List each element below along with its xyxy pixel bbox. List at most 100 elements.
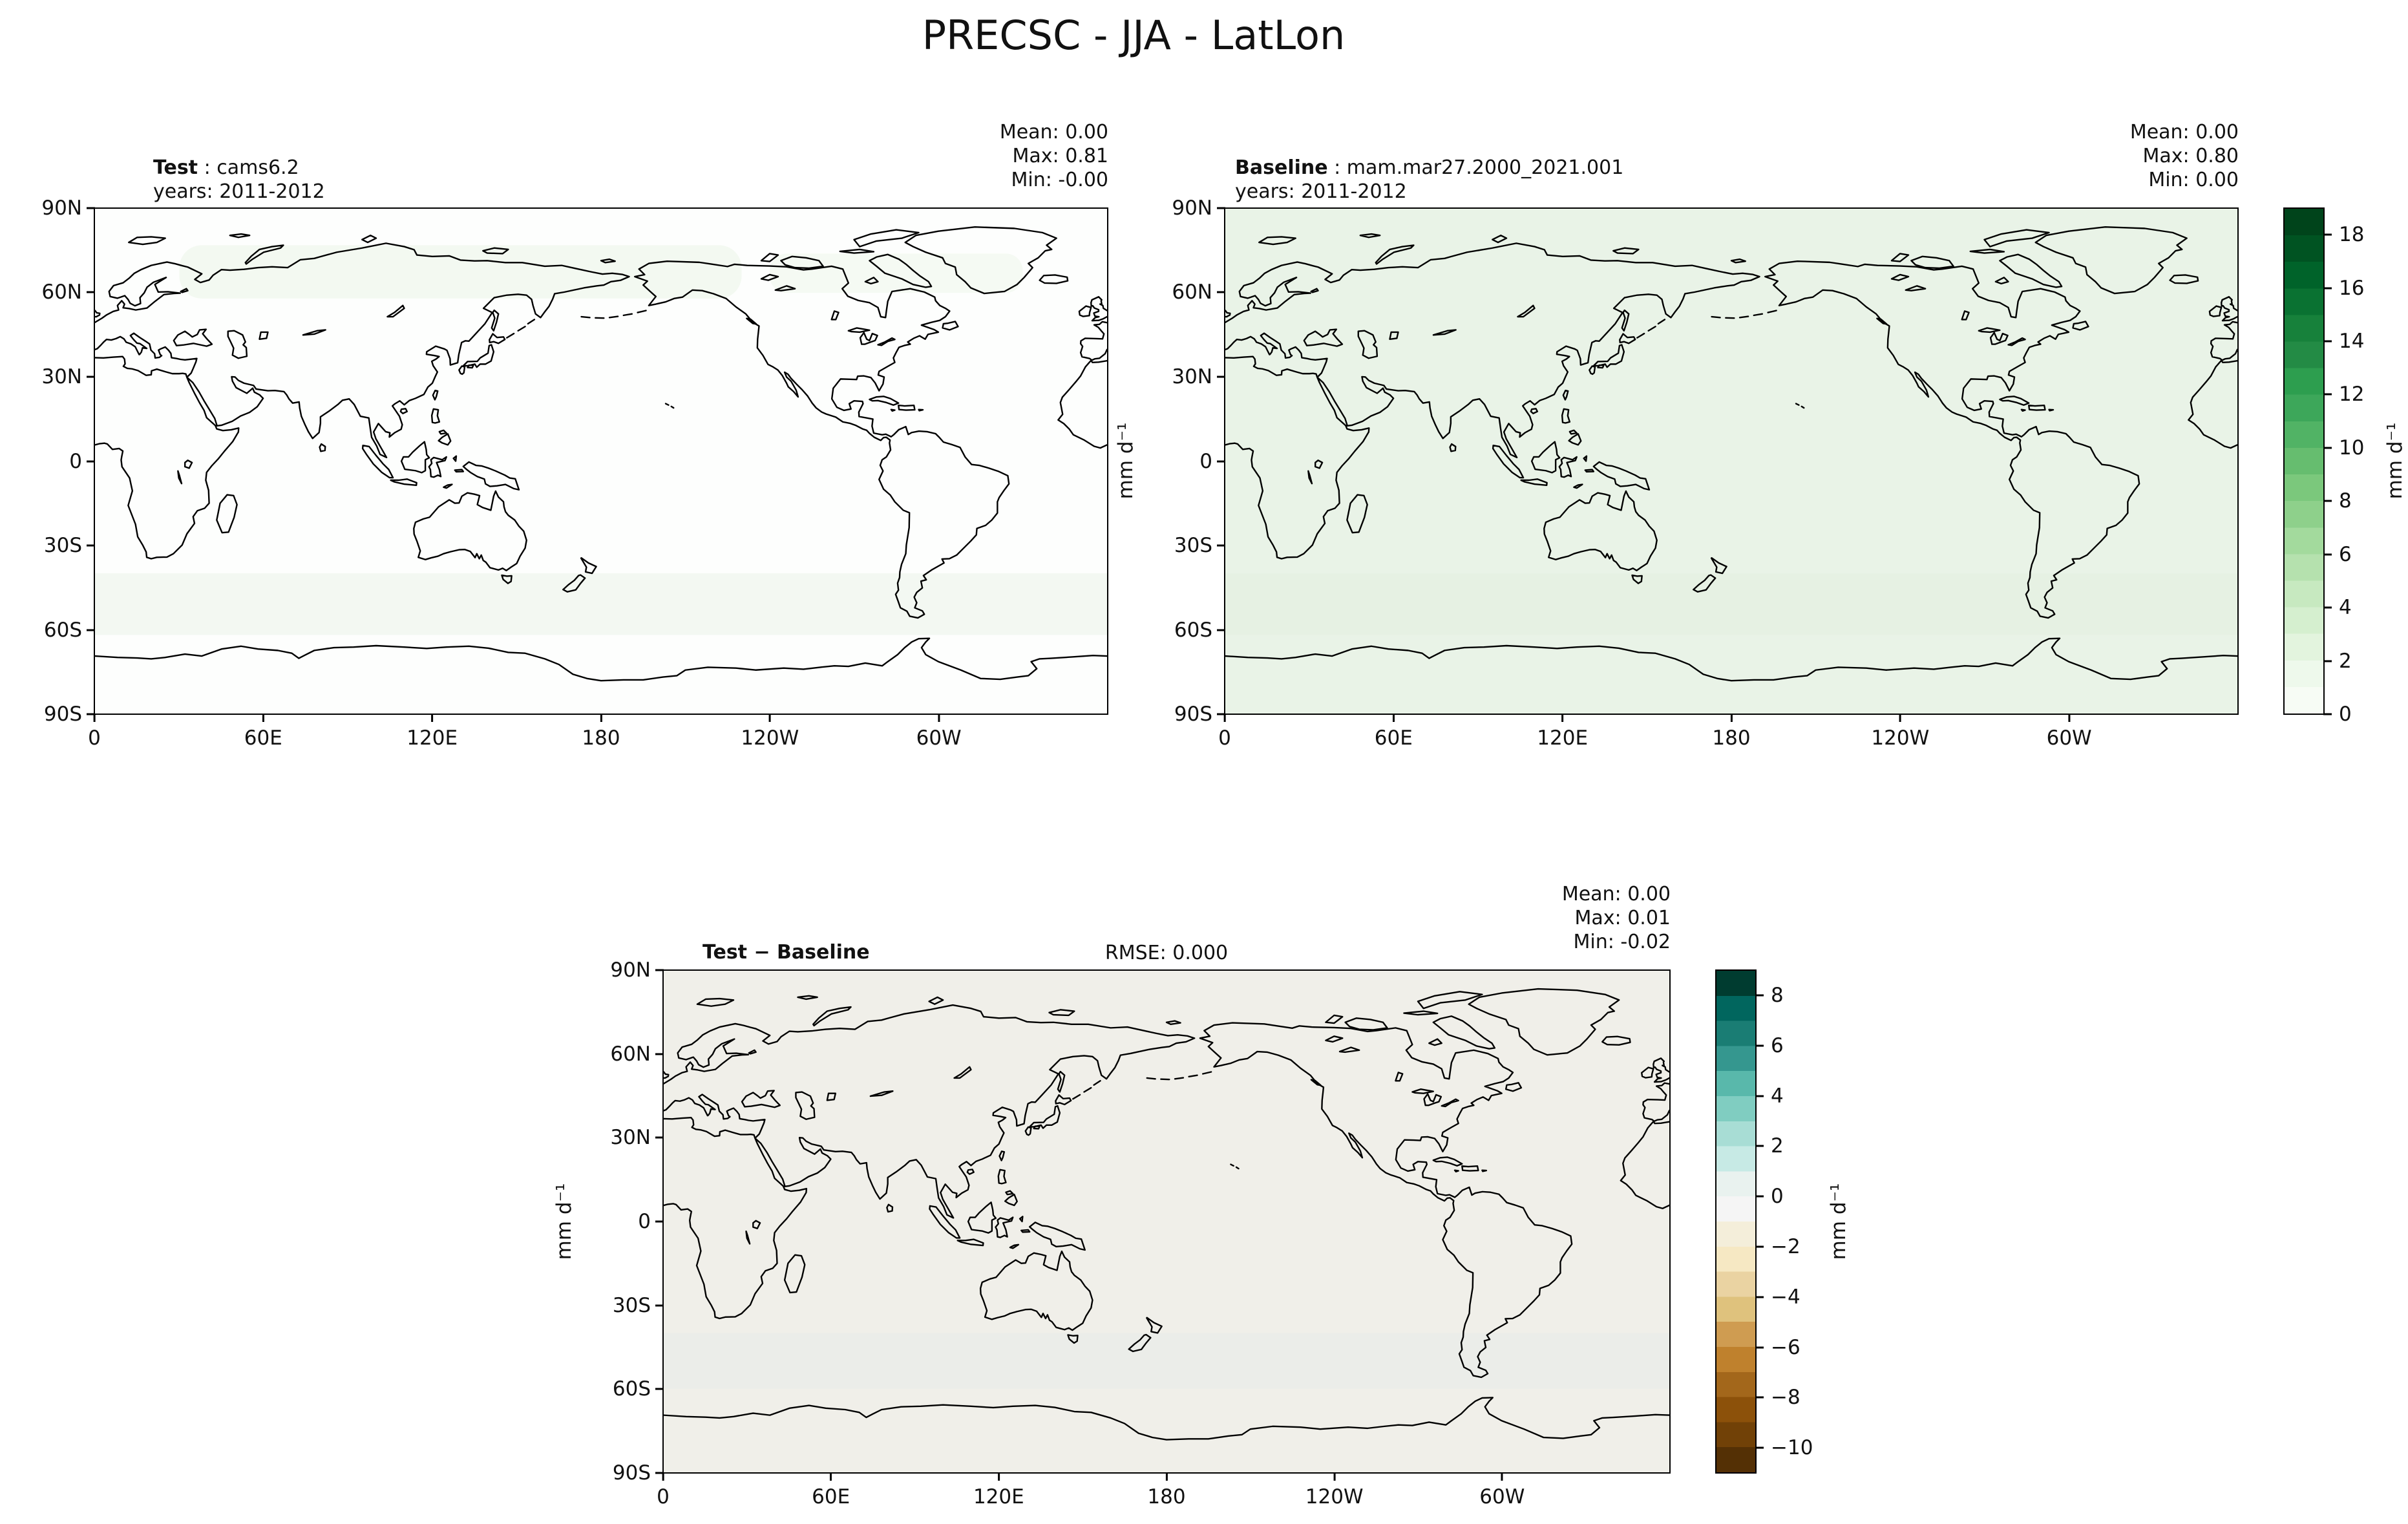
x-tick-label: 60W: [2047, 714, 2092, 750]
colorbar-tick-label: 8: [1755, 984, 1784, 1007]
y-tick-label: 60N: [41, 280, 95, 304]
y-tick-label: 90S: [44, 703, 95, 726]
colorbar-tick-label: −4: [1755, 1286, 1801, 1309]
y-tick-label: 0: [69, 450, 95, 473]
stat-mean: Mean: 0.00: [999, 121, 1108, 143]
panel-baseline-years: years: 2011-2012: [1235, 180, 1407, 203]
x-tick-label: 180: [1147, 1472, 1185, 1508]
y-axis-ticks-baseline: 90N 60N 30N 0 30S 60S 90S: [1135, 196, 1225, 726]
y-tick-label: 30S: [1174, 534, 1225, 557]
x-tick-label: 120E: [407, 714, 458, 750]
panel-baseline-title-line: Baseline : mam.mar27.2000_2021.001: [1235, 156, 1623, 180]
y-axis-ticks-test: 90N 60N 30N 0 30S 60S 90S: [5, 196, 95, 726]
faint-precip-band-south: [95, 573, 1107, 635]
x-tick-label: 60E: [1375, 714, 1413, 750]
x-tick-label: 0: [1218, 714, 1231, 750]
colorbar-tick-label: −6: [1755, 1336, 1801, 1359]
map-panel-diff: Test − Baseline RMSE: 0.000 Mean: 0.00 M…: [610, 883, 1671, 1508]
x-tick-label: 180: [582, 714, 620, 750]
x-tick-label: 60E: [812, 1472, 850, 1508]
panel-test-stats: Mean: 0.00 Max: 0.81 Min: -0.00: [1000, 120, 1108, 192]
y-tick-label: 0: [638, 1210, 664, 1233]
colorbar-tick-label: 12: [2323, 383, 2364, 406]
map-diff: [664, 971, 1669, 1472]
faint-precip-band-north: [179, 245, 742, 299]
x-tick-label: 120E: [1537, 714, 1588, 750]
y-tick-label: 60S: [1174, 619, 1225, 642]
y-tick-label: 60S: [613, 1377, 664, 1401]
y-tick-label: 90S: [613, 1461, 664, 1485]
faint-precip-band-south: [1225, 573, 2237, 635]
y-tick-label: 30N: [1172, 365, 1225, 388]
faint-precip-patch-canada: [770, 253, 1023, 293]
y-tick-label: 60N: [1172, 280, 1225, 304]
y-tick-label: 30N: [610, 1126, 664, 1149]
stat-min: Min: -0.00: [1011, 169, 1109, 191]
baseline-unit-label: mm d⁻¹: [1114, 422, 1137, 500]
map-baseline: [1225, 209, 2237, 714]
y-axis-ticks-diff: 90N 60N 30N 0 30S 60S 90S: [573, 958, 664, 1485]
x-axis-ticks-baseline: 0 60E 120E 180 120W 60W: [1218, 714, 2238, 765]
stat-mean: Mean: 0.00: [1561, 883, 1671, 905]
x-tick-label: 60E: [244, 714, 282, 750]
colorbar-brbg-gradient: [1716, 971, 1755, 1472]
colorbar-greens-unit-label: mm d⁻¹: [2383, 422, 2407, 500]
stat-min: Min: 0.00: [2148, 169, 2239, 191]
colorbar-greens-ticks: 18 16 14 12 10 8 6 4 2 0: [2323, 208, 2408, 726]
panel-diff-stats: Mean: 0.00 Max: 0.01 Min: -0.02: [1562, 882, 1671, 954]
colorbar-tick-label: 6: [1755, 1034, 1784, 1057]
colorbar-tick-label: 2: [1755, 1134, 1784, 1158]
y-tick-label: 30S: [613, 1294, 664, 1317]
y-tick-label: 90N: [610, 958, 664, 982]
y-tick-label: 60S: [44, 619, 95, 642]
map-panel-test: Test : cams6.2 years: 2011-2012 Mean: 0.…: [41, 121, 1108, 750]
colorbar-tick-label: 2: [2323, 650, 2352, 673]
x-tick-label: 0: [657, 1472, 670, 1508]
map-diff-background: [664, 971, 1669, 1472]
colorbar-tick-label: 4: [2323, 596, 2352, 619]
y-tick-label: 90S: [1174, 703, 1225, 726]
colorbar-tick-label: 8: [2323, 489, 2352, 513]
x-axis-ticks-test: 0 60E 120E 180 120W 60W: [88, 714, 1108, 765]
x-tick-label: 120W: [741, 714, 799, 750]
x-tick-label: 60W: [1479, 1472, 1525, 1508]
colorbar-tick-label: −10: [1755, 1436, 1813, 1459]
colorbar-tick-label: 4: [1755, 1085, 1784, 1108]
panel-test-title-line: Test : cams6.2: [153, 156, 325, 180]
panel-test-label: Test : cams6.2 years: 2011-2012: [153, 156, 325, 204]
stat-max: Max: 0.80: [2142, 145, 2239, 167]
panel-diff-rmse: RMSE: 0.000: [1104, 942, 1229, 964]
colorbar-tick-label: 0: [1755, 1185, 1784, 1208]
colorbar-tick-label: 0: [2323, 703, 2352, 726]
stat-mean: Mean: 0.00: [2129, 121, 2239, 143]
colorbar-brbg: 8 6 4 2 0 −2 −4 −6 −8 −10: [1715, 969, 1813, 1474]
colorbar-tick-label: 6: [2323, 543, 2352, 566]
stat-max: Max: 0.01: [1574, 907, 1671, 929]
diff-unit-label: mm d⁻¹: [553, 1183, 576, 1260]
colorbar-tick-label: 16: [2323, 277, 2364, 300]
x-tick-label: 60W: [916, 714, 962, 750]
map-test: [95, 209, 1107, 714]
panel-test-name: Test: [153, 156, 198, 179]
colorbar-tick-label: 10: [2323, 436, 2364, 460]
panel-baseline-label: Baseline : mam.mar27.2000_2021.001 years…: [1235, 156, 1623, 204]
y-tick-label: 60N: [610, 1042, 664, 1066]
panel-test-dataset: : cams6.2: [198, 156, 299, 179]
panel-baseline-stats: Mean: 0.00 Max: 0.80 Min: 0.00: [2130, 120, 2239, 192]
colorbar-greens-gradient: [2285, 209, 2323, 714]
map-baseline-background: [1225, 209, 2237, 714]
x-tick-label: 120E: [973, 1472, 1024, 1508]
colorbar-greens: 18 16 14 12 10 8 6 4 2 0: [2283, 207, 2364, 726]
x-tick-label: 0: [88, 714, 101, 750]
panel-diff-label: Test − Baseline: [702, 941, 870, 964]
panel-baseline-name: Baseline: [1235, 156, 1328, 179]
map-panel-baseline: Baseline : mam.mar27.2000_2021.001 years…: [1172, 121, 2239, 750]
x-tick-label: 120W: [1305, 1472, 1364, 1508]
y-tick-label: 30N: [41, 365, 95, 388]
colorbar-tick-label: 18: [2323, 223, 2364, 246]
colorbar-brbg-unit-label: mm d⁻¹: [1827, 1183, 1850, 1260]
y-tick-label: 90N: [1172, 196, 1225, 220]
x-axis-ticks-diff: 0 60E 120E 180 120W 60W: [657, 1472, 1670, 1524]
y-tick-label: 90N: [41, 196, 95, 220]
